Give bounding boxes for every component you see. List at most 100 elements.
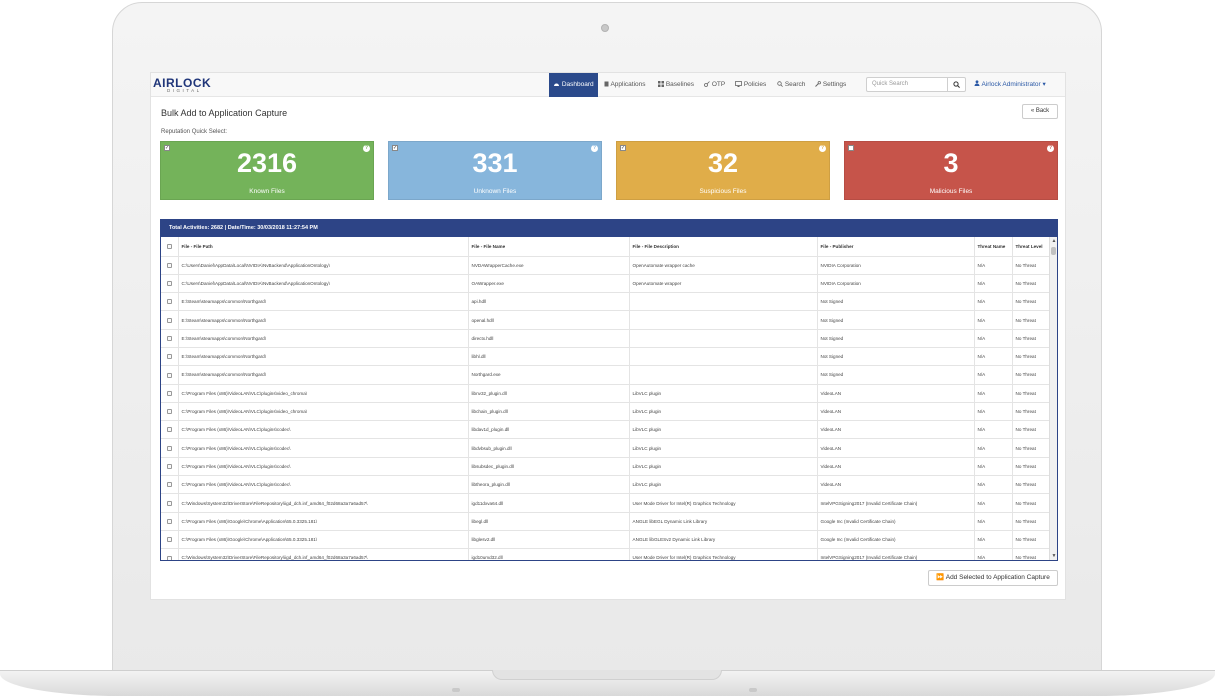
scrollbar-thumb[interactable] bbox=[1051, 247, 1056, 255]
checkbox-box[interactable] bbox=[166, 335, 172, 341]
add-selected-label: Add Selected to Application Capture bbox=[945, 574, 1050, 581]
checkbox-box[interactable] bbox=[166, 317, 172, 323]
row-checkbox[interactable] bbox=[161, 457, 179, 477]
row-checkbox[interactable] bbox=[161, 256, 179, 275]
table-row[interactable]: C:\Program Files (x86)\Google\Chrome\App… bbox=[161, 530, 1050, 550]
checkbox-box[interactable] bbox=[166, 555, 172, 560]
nav-otp[interactable]: OTP bbox=[704, 73, 725, 97]
checkbox-box[interactable] bbox=[166, 372, 172, 378]
cell-file-name: libegl.dll bbox=[468, 512, 630, 531]
row-checkbox[interactable] bbox=[161, 292, 179, 312]
row-checkbox[interactable] bbox=[161, 512, 179, 531]
row-checkbox[interactable] bbox=[161, 384, 179, 403]
cell-file-path: E:\Steam\steamapps\common\Northgard\ bbox=[178, 347, 469, 367]
help-icon[interactable]: ? bbox=[1047, 145, 1054, 152]
nav-applications[interactable]: Applications bbox=[604, 73, 646, 97]
table-row[interactable]: E:\Steam\steamapps\common\Northgard\ libh… bbox=[161, 347, 1050, 367]
table-row[interactable]: C:\Program Files (x86)\VideoLAN\VLC\plug… bbox=[161, 420, 1050, 440]
table-row[interactable]: C:\Program Files (x86)\VideoLAN\VLC\plug… bbox=[161, 402, 1050, 422]
nav-policies[interactable]: Policies bbox=[735, 73, 766, 97]
checkbox-box[interactable] bbox=[166, 409, 172, 415]
table-row[interactable]: C:\Program Files (x86)\VideoLAN\VLC\plug… bbox=[161, 475, 1050, 495]
table-row[interactable]: C:\Program Files (x86)\VideoLAN\VLC\plug… bbox=[161, 384, 1050, 403]
table-row[interactable]: C:\Users\Daniel\AppData\Local\NVIDIA\NvB… bbox=[161, 274, 1050, 294]
row-checkbox[interactable] bbox=[161, 438, 179, 458]
help-icon[interactable]: ? bbox=[819, 145, 826, 152]
row-checkbox[interactable] bbox=[161, 310, 179, 330]
nav-baselines[interactable]: Baselines bbox=[658, 73, 694, 97]
tile-checkbox[interactable]: ✓ bbox=[164, 145, 170, 151]
column-header[interactable]: Threat Level bbox=[1012, 237, 1050, 257]
cell-file-name: libtheora_plugin.dll bbox=[468, 475, 630, 495]
tile-label: Suspicious Files bbox=[699, 188, 747, 195]
row-checkbox[interactable] bbox=[161, 530, 179, 550]
checkbox-box[interactable] bbox=[166, 482, 172, 488]
quick-search-button[interactable] bbox=[948, 77, 966, 92]
nav-dashboard[interactable]: Dashboard bbox=[549, 73, 598, 97]
airlock-logo[interactable]: AIRLOCK DIGITAL bbox=[153, 76, 213, 94]
table-row[interactable]: E:\Steam\steamapps\common\Northgard\ Nort… bbox=[161, 365, 1050, 385]
checkbox-box[interactable] bbox=[166, 445, 172, 451]
checkbox-box[interactable] bbox=[166, 537, 172, 543]
cell-file-description: LibVLC plugin bbox=[629, 402, 818, 422]
row-checkbox[interactable] bbox=[161, 420, 179, 440]
scroll-up-icon[interactable]: ▲ bbox=[1051, 238, 1057, 244]
nav-settings[interactable]: Settings bbox=[815, 73, 846, 97]
column-header[interactable]: File - File Name bbox=[468, 237, 630, 257]
tile-checkbox[interactable]: ✓ bbox=[620, 145, 626, 151]
quick-search-input[interactable]: Quick Search bbox=[866, 77, 948, 92]
column-header[interactable]: File - File Path bbox=[178, 237, 469, 257]
cell-threat-level: No Threat bbox=[1012, 475, 1050, 495]
table-row[interactable]: E:\Steam\steamapps\common\Northgard\ dire… bbox=[161, 329, 1050, 348]
select-all-checkbox[interactable] bbox=[161, 237, 179, 257]
checkbox-box[interactable] bbox=[166, 299, 172, 305]
tile-checkbox[interactable]: ✓ bbox=[392, 145, 398, 151]
checkbox-box[interactable] bbox=[166, 500, 172, 506]
checkbox-box[interactable] bbox=[166, 262, 172, 268]
column-header[interactable]: Threat Name bbox=[974, 237, 1013, 257]
row-checkbox[interactable] bbox=[161, 347, 179, 367]
tile-malicious-files[interactable]: ? 3 Malicious Files bbox=[844, 141, 1058, 200]
column-header[interactable]: File - Publisher bbox=[817, 237, 975, 257]
row-checkbox[interactable] bbox=[161, 548, 179, 560]
table-row[interactable]: C:\Program Files (x86)\VideoLAN\VLC\plug… bbox=[161, 457, 1050, 477]
tile-checkbox[interactable] bbox=[848, 145, 854, 151]
tile-unknown-files[interactable]: ✓ ? 331 Unknown Files bbox=[388, 141, 602, 200]
checkbox-box[interactable] bbox=[166, 464, 172, 470]
row-checkbox[interactable] bbox=[161, 274, 179, 294]
table-row[interactable]: E:\Steam\steamapps\common\Northgard\ open… bbox=[161, 310, 1050, 330]
checkbox-box[interactable] bbox=[166, 281, 172, 287]
checkbox-box[interactable] bbox=[166, 518, 172, 524]
activities-panel: Total Activities: 2682 | Date/Time: 30/0… bbox=[160, 219, 1058, 561]
row-checkbox[interactable] bbox=[161, 475, 179, 495]
checkbox-box[interactable] bbox=[166, 427, 172, 433]
tile-suspicious-files[interactable]: ✓ ? 32 Suspicious Files bbox=[616, 141, 830, 200]
tile-known-files[interactable]: ✓ ? 2316 Known Files bbox=[160, 141, 374, 200]
cell-file-name: igd11dxva64.dll bbox=[468, 493, 630, 513]
checkbox-box[interactable] bbox=[166, 390, 172, 396]
help-icon[interactable]: ? bbox=[363, 145, 370, 152]
user-menu[interactable]: Airlock Administrator ▾ bbox=[974, 73, 1046, 97]
table-scrollbar[interactable]: ▲ ▼ bbox=[1049, 237, 1057, 560]
table-row[interactable]: E:\Steam\steamapps\common\Northgard\ api.… bbox=[161, 292, 1050, 312]
row-checkbox[interactable] bbox=[161, 329, 179, 348]
scroll-down-icon[interactable]: ▼ bbox=[1051, 553, 1057, 559]
add-selected-button[interactable]: ⏩ Add Selected to Application Capture bbox=[928, 570, 1058, 586]
checkbox-box[interactable] bbox=[166, 354, 172, 360]
table-row[interactable]: C:\Program Files (x86)\VideoLAN\VLC\plug… bbox=[161, 438, 1050, 458]
row-checkbox[interactable] bbox=[161, 493, 179, 513]
row-checkbox[interactable] bbox=[161, 402, 179, 422]
column-header[interactable]: File - File Description bbox=[629, 237, 818, 257]
help-icon[interactable]: ? bbox=[591, 145, 598, 152]
cell-file-path: C:\Users\Daniel\AppData\Local\NVIDIA\NvB… bbox=[178, 256, 469, 275]
checkbox-box[interactable] bbox=[166, 243, 172, 249]
table-row[interactable]: C:\Users\Daniel\AppData\Local\NVIDIA\NvB… bbox=[161, 256, 1050, 275]
table-row[interactable]: C:\Windows\System32\DriverStore\FileRepo… bbox=[161, 493, 1050, 513]
nav-search[interactable]: Search bbox=[777, 73, 805, 97]
back-button[interactable]: « Back bbox=[1022, 104, 1058, 119]
cell-threat-name: N/A bbox=[974, 347, 1013, 367]
cell-threat-name: N/A bbox=[974, 329, 1013, 348]
row-checkbox[interactable] bbox=[161, 365, 179, 385]
table-row[interactable]: C:\Program Files (x86)\Google\Chrome\App… bbox=[161, 512, 1050, 531]
table-row[interactable]: C:\Windows\System32\DriverStore\FileRepo… bbox=[161, 548, 1050, 560]
